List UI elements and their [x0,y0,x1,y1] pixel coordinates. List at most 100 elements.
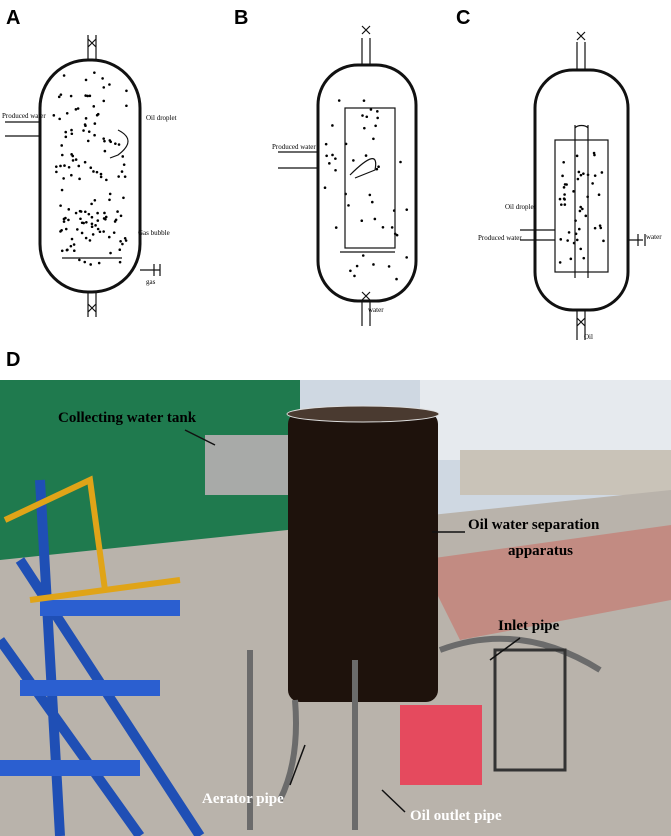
annotation: Produced water [2,112,46,120]
droplet [70,128,73,132]
droplet [395,233,399,237]
droplet [59,204,62,207]
droplet [122,163,126,166]
droplet [94,224,97,227]
droplet [361,114,364,117]
droplet [395,277,398,281]
arrows [184,429,521,813]
droplet [334,157,337,160]
droplet [376,116,379,120]
droplet [372,137,375,141]
droplet [377,165,380,169]
droplet [119,214,123,218]
droplet [561,174,564,178]
droplet [584,214,588,218]
droplet [74,108,78,111]
droplet [84,117,88,120]
droplet [376,110,379,113]
annotation: Produced water [478,234,522,242]
droplet [123,236,127,240]
droplet [66,248,69,252]
droplet [54,165,58,168]
droplet [364,154,368,157]
droplet [349,269,352,273]
droplet [76,107,80,110]
droplet [374,124,377,128]
droplet [569,257,573,261]
annotation: water [646,233,662,241]
droplet [83,160,87,164]
droplet [365,115,369,119]
droplet [103,211,106,215]
droplet [563,193,566,196]
droplet [88,94,92,98]
droplet [84,78,88,82]
droplet [101,77,104,80]
droplet [576,177,580,181]
droplet [118,260,122,264]
droplet [102,99,106,103]
droplet [563,203,567,206]
vessel [533,68,630,312]
droplet [579,205,583,209]
droplet [96,211,99,215]
droplet [76,228,79,231]
vessel [316,63,418,303]
droplet [119,239,122,243]
droplet [323,186,327,189]
droplet [562,197,566,200]
droplet [92,170,95,173]
droplet [70,153,73,156]
droplet [80,231,84,235]
droplet [118,248,122,252]
droplet [71,159,75,162]
droplet [70,237,74,241]
droplet [84,210,87,214]
droplet [562,186,566,189]
droplet [125,104,128,108]
droplet [102,86,106,89]
droplet [399,160,402,164]
droplet [600,171,604,174]
droplet [90,215,94,219]
annotation: Oil droplet [146,114,177,122]
droplet [93,198,97,202]
droplet [579,173,583,177]
droplet [108,139,112,142]
droplet [80,221,84,225]
pipes [278,25,395,326]
droplet [85,220,88,224]
annotation: Inlet pipe [498,618,560,634]
annotation: gas [146,278,156,286]
droplet [104,217,107,221]
droplet [563,183,567,186]
droplet [62,217,66,221]
flow-arrow [109,129,129,159]
droplet [95,170,99,174]
droplet [105,178,108,182]
droplet [405,208,409,211]
droplet [62,220,66,223]
droplet [59,164,62,168]
droplet [593,226,597,230]
droplet [64,130,68,134]
droplet [83,123,87,126]
panel-label: C [456,7,470,29]
droplet [334,226,338,229]
droplet [82,129,85,132]
droplet [55,170,58,174]
droplet [108,83,111,86]
droplet [103,149,107,153]
droplet [96,227,100,231]
droplet [597,193,601,197]
droplet [74,158,78,161]
annotation: Gas bubble [138,229,170,237]
droplet [59,93,63,96]
droplet [90,222,94,226]
droplet [405,256,408,259]
annotation: Oil outlet pipe [410,808,502,824]
droplet [70,132,74,136]
droplet [375,167,379,171]
droplet [96,112,100,116]
